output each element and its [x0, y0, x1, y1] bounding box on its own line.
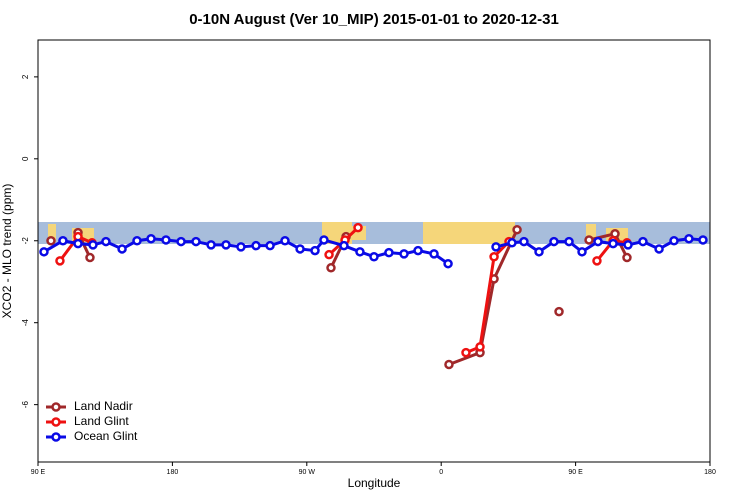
ocean	[38, 222, 710, 244]
data-point	[117, 244, 127, 254]
data-point	[132, 236, 142, 246]
data-point	[324, 249, 334, 260]
plot-frame	[37, 39, 711, 463]
data-point	[638, 236, 648, 247]
data-point	[549, 236, 559, 247]
data-point	[489, 251, 499, 262]
data-point	[326, 263, 336, 273]
data-point	[444, 359, 454, 370]
legend-marker	[51, 402, 61, 412]
data-point	[608, 238, 618, 249]
data-point	[622, 252, 632, 263]
x-tick-label: 90 E	[568, 469, 583, 476]
x-tick-label: 180	[167, 469, 179, 476]
data-point	[39, 247, 49, 257]
legend-label: Ocean Glint	[74, 429, 138, 443]
data-point	[534, 247, 544, 257]
x-tick-label: 0	[439, 469, 443, 476]
data-point	[55, 256, 65, 266]
x-tick-label: 90 E	[31, 469, 46, 476]
data-point	[554, 306, 564, 317]
data-point	[475, 342, 485, 352]
data-point	[623, 240, 633, 250]
data-point	[593, 236, 603, 247]
legend-marker	[51, 432, 61, 442]
data-point	[58, 236, 68, 246]
data-point	[592, 256, 602, 266]
data-point	[584, 235, 594, 245]
legend-label: Land Glint	[74, 414, 129, 428]
land	[586, 224, 596, 242]
data-point	[684, 233, 694, 244]
y-axis-label: XCO2 - MLO trend (ppm)	[0, 184, 14, 319]
data-point	[206, 240, 216, 250]
data-point	[221, 240, 231, 250]
data-point	[512, 224, 522, 235]
x-axis-label: Longitude	[348, 476, 401, 490]
data-point	[384, 247, 394, 258]
land	[423, 222, 515, 244]
data-point	[319, 235, 329, 245]
data-point	[295, 244, 305, 254]
land	[48, 224, 56, 242]
data-point	[491, 242, 501, 252]
data-point	[251, 240, 261, 251]
data-point	[353, 222, 363, 233]
data-point	[355, 247, 365, 257]
data-point	[461, 347, 471, 358]
data-point	[339, 240, 349, 251]
y-tick-label: -6	[21, 401, 30, 409]
data-point	[507, 238, 517, 248]
data-point	[577, 247, 587, 257]
data-point	[310, 245, 320, 256]
data-point	[161, 235, 171, 245]
data-point	[429, 249, 439, 259]
data-point	[280, 236, 290, 246]
legend-marker	[51, 417, 61, 427]
data-point	[698, 235, 708, 245]
y-tick-label: -4	[21, 319, 30, 327]
y-tick-label: -2	[21, 237, 30, 245]
y-tick-label: 0	[21, 156, 30, 161]
data-point	[73, 238, 83, 249]
data-point	[369, 251, 379, 262]
data-point	[413, 245, 423, 256]
data-point	[654, 244, 664, 254]
data-point	[85, 252, 95, 263]
data-point	[265, 240, 275, 251]
data-point	[191, 236, 201, 247]
y-tick-label: 2	[21, 74, 30, 79]
data-point	[519, 236, 529, 247]
data-point	[88, 240, 98, 250]
legend-label: Land Nadir	[74, 399, 133, 413]
data-point	[399, 249, 409, 259]
data-point	[236, 242, 246, 252]
x-tick-label: 180	[704, 469, 716, 476]
data-point	[669, 236, 679, 246]
data-point	[564, 236, 574, 247]
chart-title: 0-10N August (Ver 10_MIP) 2015-01-01 to …	[189, 11, 559, 28]
x-tick-label: 90 W	[299, 469, 316, 476]
data-point	[101, 236, 111, 247]
data-point	[146, 233, 156, 244]
data-point	[176, 236, 186, 247]
data-point	[443, 258, 453, 269]
data-point	[46, 236, 56, 246]
